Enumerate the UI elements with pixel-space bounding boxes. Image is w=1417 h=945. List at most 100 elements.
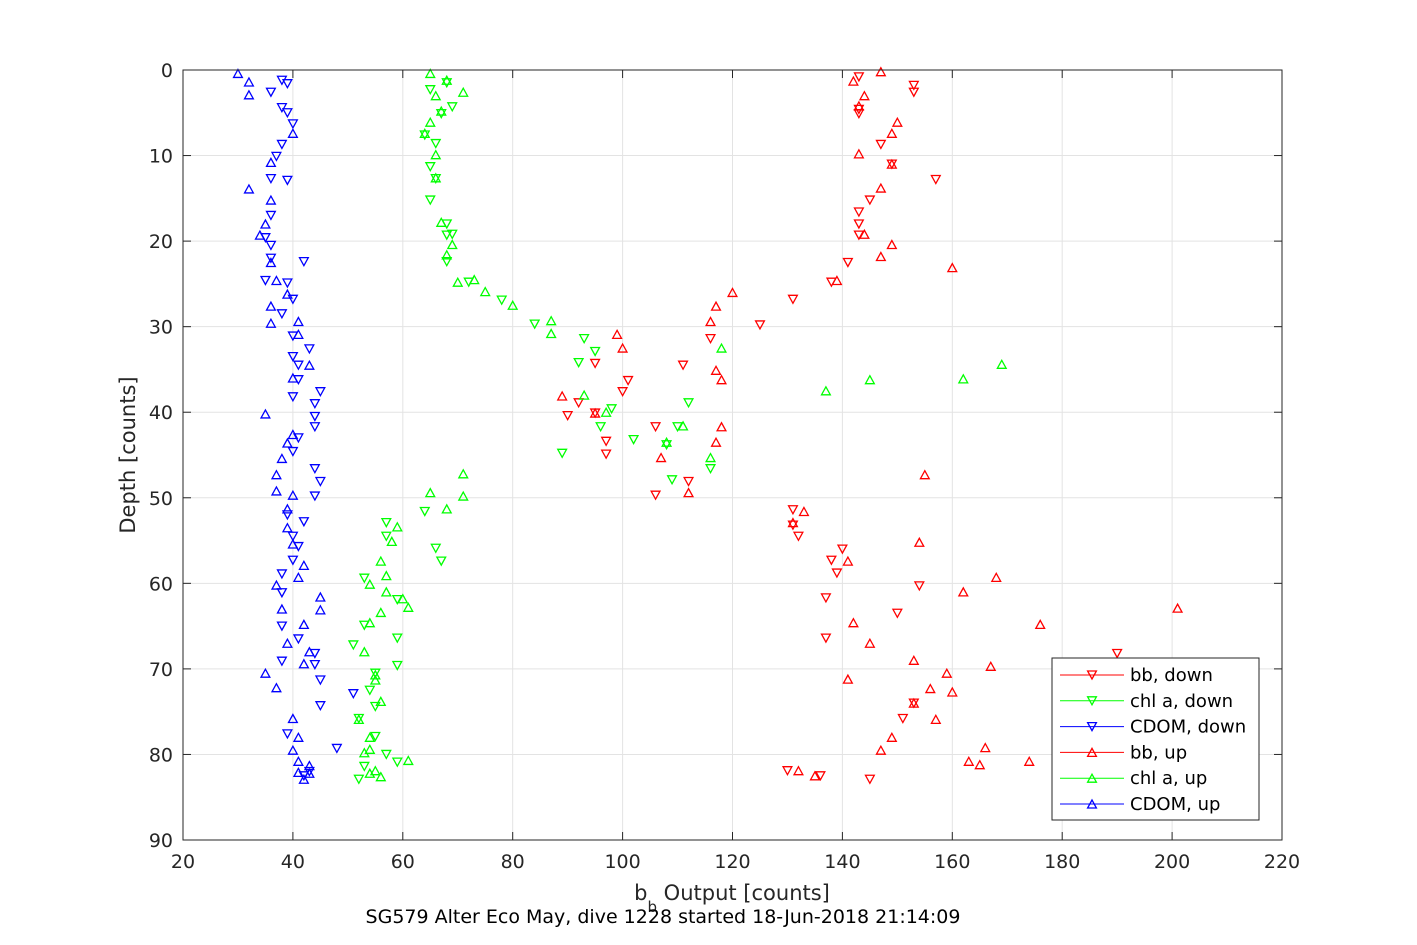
data-point (836, 544, 848, 555)
data-point (529, 319, 541, 330)
y-tick-label: 20 (149, 231, 173, 253)
data-point (441, 503, 453, 514)
data-point (556, 448, 568, 459)
data-point (292, 634, 304, 645)
data-point (457, 86, 469, 97)
y-axis-label: Depth [counts] (116, 376, 140, 533)
data-point (677, 420, 689, 431)
data-point (446, 239, 458, 250)
y-tick-label: 0 (161, 60, 173, 82)
data-point (617, 342, 629, 353)
data-point (792, 531, 804, 542)
data-point (276, 453, 288, 464)
data-point (358, 747, 370, 758)
data-point (661, 436, 673, 447)
data-point (847, 617, 859, 628)
x-tick-label: 100 (604, 851, 640, 873)
data-point (287, 531, 299, 542)
data-point (369, 668, 381, 679)
data-point (364, 767, 376, 778)
data-point (276, 621, 288, 632)
data-point (369, 669, 381, 680)
x-tick-label: 160 (934, 851, 970, 873)
data-point (573, 398, 585, 409)
data-point (292, 571, 304, 582)
x-tick-label: 60 (391, 851, 415, 873)
data-point (331, 743, 343, 754)
data-markers (232, 66, 1184, 785)
data-point (886, 731, 898, 742)
data-point (375, 555, 387, 566)
data-point (287, 538, 299, 549)
data-point (397, 593, 409, 604)
data-point (287, 392, 299, 403)
data-point (479, 286, 491, 297)
data-point (710, 364, 722, 375)
data-point (908, 80, 920, 91)
data-point (853, 72, 865, 83)
data-point (792, 765, 804, 776)
data-point (924, 683, 936, 694)
data-point (875, 744, 887, 755)
data-point (402, 601, 414, 612)
data-point (578, 333, 590, 344)
data-point (232, 68, 244, 79)
data-point (589, 407, 601, 418)
data-point (820, 385, 832, 396)
data-point (446, 229, 458, 240)
data-point (617, 387, 629, 398)
data-point (298, 256, 310, 267)
data-point (281, 729, 293, 740)
x-tick-label: 220 (1264, 851, 1300, 873)
data-point (600, 406, 612, 417)
y-tick-label: 70 (149, 659, 173, 681)
data-point (457, 468, 469, 479)
data-point (265, 253, 277, 264)
data-point (265, 87, 277, 98)
data-point (683, 487, 695, 498)
y-tick-label: 30 (149, 317, 173, 339)
data-point (287, 372, 299, 383)
data-point (430, 90, 442, 101)
data-point (298, 619, 310, 630)
data-point (842, 257, 854, 268)
data-point (424, 68, 436, 79)
legend-marker (1086, 696, 1098, 707)
data-point (270, 485, 282, 496)
data-point (298, 658, 310, 669)
data-point (886, 158, 898, 169)
data-point (930, 714, 942, 725)
data-point (292, 316, 304, 327)
data-point (1023, 755, 1035, 766)
data-point (314, 476, 326, 487)
data-point (375, 607, 387, 618)
data-point (545, 315, 557, 326)
data-point (281, 79, 293, 90)
data-point (358, 573, 370, 584)
data-point (908, 87, 920, 98)
data-point (913, 581, 925, 592)
data-point (243, 89, 255, 100)
legend-label: CDOM, down (1130, 717, 1246, 738)
data-point (787, 294, 799, 305)
data-point (281, 637, 293, 648)
data-point (424, 162, 436, 173)
data-point (435, 108, 447, 119)
data-point (309, 422, 321, 433)
x-tick-label: 200 (1154, 851, 1190, 873)
data-point (853, 148, 865, 159)
data-point (556, 390, 568, 401)
data-point (573, 357, 585, 368)
data-point (287, 744, 299, 755)
data-point (847, 75, 859, 86)
x-tick-label: 140 (824, 851, 860, 873)
data-point (650, 490, 662, 501)
data-point (309, 411, 321, 422)
data-point (292, 329, 304, 340)
x-axis-label-rest: Output [counts] (657, 881, 830, 905)
data-point (265, 300, 277, 311)
data-point (496, 295, 508, 306)
data-point (875, 66, 887, 77)
data-point (358, 761, 370, 772)
x-axis-label-base: b (634, 881, 647, 905)
